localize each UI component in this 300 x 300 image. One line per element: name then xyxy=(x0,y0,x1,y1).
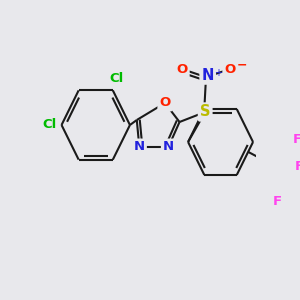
Text: S: S xyxy=(200,104,210,119)
Text: F: F xyxy=(292,134,300,146)
Text: N: N xyxy=(163,140,174,154)
Text: O: O xyxy=(159,97,171,110)
Text: F: F xyxy=(273,195,282,208)
Text: O: O xyxy=(176,63,188,76)
Text: −: − xyxy=(237,58,247,72)
Text: N: N xyxy=(134,140,145,154)
Text: O: O xyxy=(224,63,236,76)
Text: N: N xyxy=(202,68,214,82)
Text: Cl: Cl xyxy=(109,72,123,85)
Text: F: F xyxy=(295,160,300,173)
Text: Cl: Cl xyxy=(43,118,57,131)
Text: +: + xyxy=(214,68,222,78)
